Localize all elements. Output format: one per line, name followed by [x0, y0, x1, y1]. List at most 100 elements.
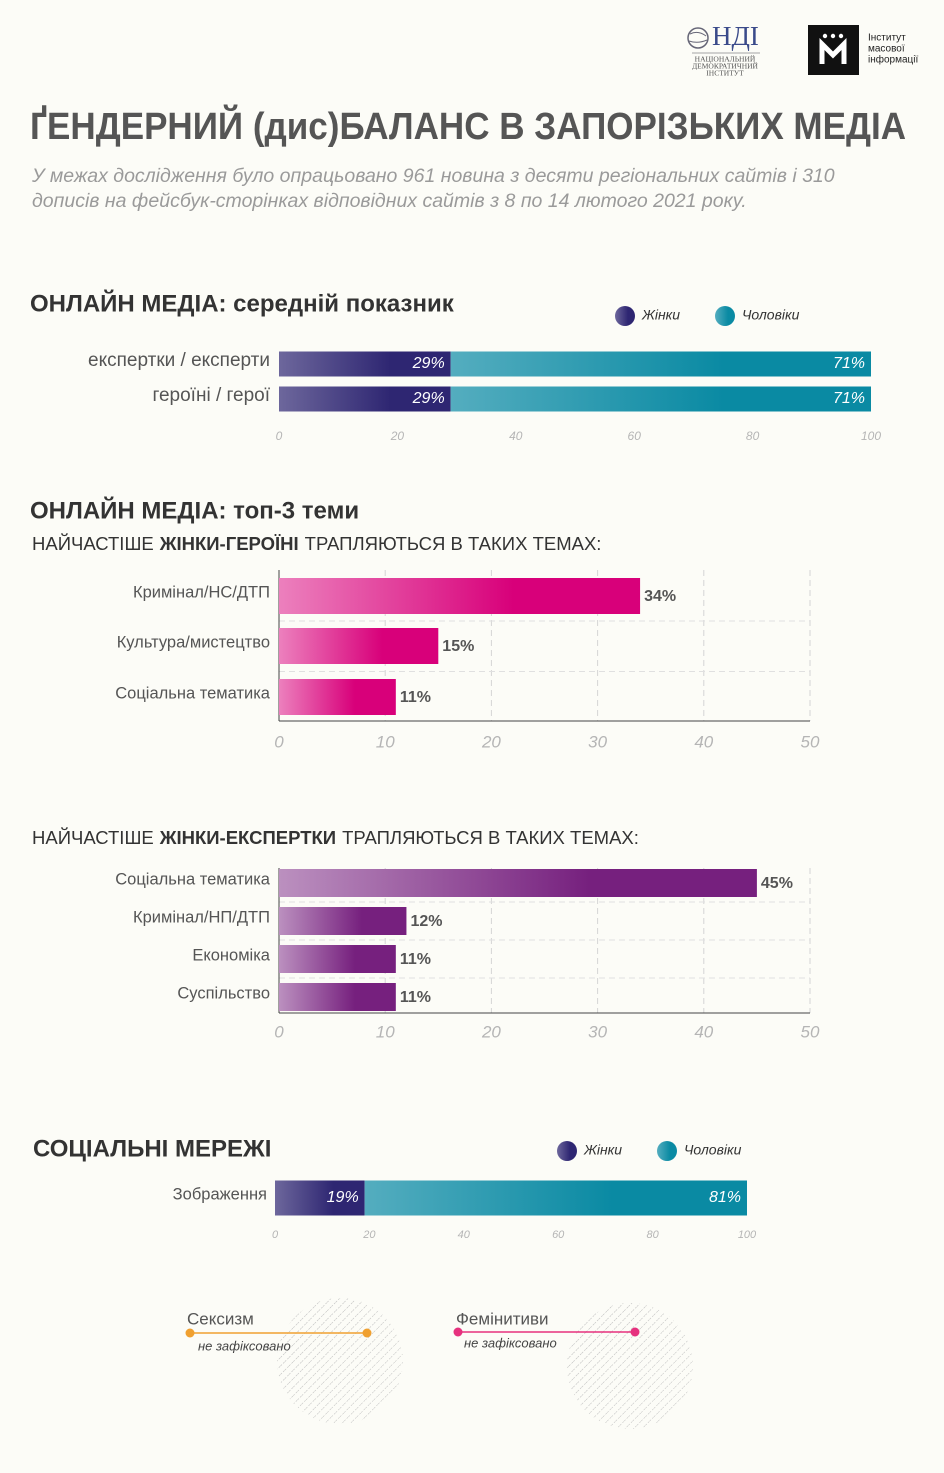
x-tick-label: 60: [552, 1229, 565, 1241]
value-label: 12%: [410, 913, 442, 930]
legend-marker: [715, 306, 735, 326]
ndi-name: НАЦІОНАЛЬНИЙ: [695, 55, 756, 64]
x-tick-label: 40: [694, 1022, 713, 1041]
x-tick-label: 40: [694, 732, 713, 751]
x-tick-label: 80: [746, 429, 760, 443]
bar: [279, 578, 641, 614]
legend-label: Жінки: [641, 307, 680, 323]
x-tick-label: 20: [481, 1022, 501, 1041]
legend-marker: [657, 1141, 677, 1161]
ndi-abbr: НДІ: [712, 21, 759, 51]
category-label: Кримінал/НС/ДТП: [133, 583, 270, 601]
bar-segment: [364, 1180, 747, 1216]
x-tick-label: 80: [646, 1229, 659, 1241]
bar: [279, 983, 396, 1011]
category-label: Соціальна тематика: [115, 684, 271, 702]
subtitle-part: ЖІНКИ-ГЕРОЇНІ: [159, 533, 299, 554]
x-tick-label: 30: [588, 732, 607, 751]
ndi-name: ДЕМОКРАТИЧНИЙ: [692, 62, 758, 71]
x-tick-label: 40: [458, 1229, 471, 1241]
x-tick-label: 50: [801, 1022, 820, 1041]
chart-subtitle: НАЙЧАСТІШЕ ЖІНКИ-ЕКСПЕРТКИ ТРАПЛЯЮТЬСЯ В Т…: [32, 827, 639, 848]
bar-segment: [279, 386, 451, 412]
x-tick-label: 20: [481, 732, 501, 751]
subtitle-part: НАЙЧАСТІШЕ: [32, 827, 154, 848]
value-label: 29%: [412, 355, 445, 372]
x-tick-label: 50: [801, 732, 820, 751]
ndi-logo: НДІ НАЦІОНАЛЬНИЙ ДЕМОКРАТИЧНИЙ ІНСТИТУТ: [687, 21, 760, 78]
category-label: Зображення: [173, 1185, 267, 1203]
category-label: Кримінал/НП/ДТП: [133, 908, 270, 926]
chart-title: ОНЛАЙН МЕДІА: середній показник: [30, 289, 455, 317]
x-tick-label: 20: [362, 1229, 376, 1241]
imi-m: [819, 37, 847, 64]
subtitle-part: ЖІНКИ-ЕКСПЕРТКИ: [159, 827, 336, 848]
subtitle-part: ТРАПЛЯЮТЬСЯ В ТАКИХ ТЕМАХ:: [305, 533, 602, 554]
value-label: 11%: [400, 951, 431, 968]
x-tick-label: 10: [376, 1022, 395, 1041]
value-label: 15%: [442, 638, 474, 655]
hatched-circle: [277, 1298, 403, 1424]
value-label: 11%: [400, 989, 431, 1006]
globe-icon: [687, 27, 709, 49]
value-label: 81%: [709, 1189, 741, 1206]
value-label: 45%: [761, 875, 793, 892]
bar: [279, 945, 396, 973]
page-subtitle: У межах дослідження було опрацьовано 961…: [32, 165, 835, 212]
subtitle-part: ТРАПЛЯЮТЬСЯ В ТАКИХ ТЕМАХ:: [342, 827, 639, 848]
globe-lines: [688, 31, 708, 43]
x-tick-label: 0: [276, 429, 283, 443]
value-label: 29%: [412, 390, 445, 407]
bar: [279, 869, 757, 897]
imi-dot: [838, 33, 844, 39]
chart-subtitle: НАЙЧАСТІШЕ ЖІНКИ-ГЕРОЇНІ ТРАПЛЯЮТЬСЯ В ТАК…: [32, 533, 601, 554]
x-tick-label: 0: [274, 1022, 284, 1041]
value-label: 34%: [644, 588, 676, 605]
x-tick-label: 10: [376, 732, 395, 751]
value-label: 19%: [327, 1189, 359, 1206]
value-label: 71%: [833, 390, 865, 407]
category-label: Культура/мистецтво: [117, 633, 270, 651]
indicator-label: Фемінитиви: [456, 1309, 549, 1328]
indicator-label: Сексизм: [187, 1309, 254, 1328]
bar-segment: [275, 1180, 365, 1216]
legend-label: Чоловіки: [684, 1142, 742, 1158]
legend-label: Жінки: [583, 1142, 622, 1158]
bar-segment: [279, 351, 451, 377]
value-label: 11%: [400, 689, 431, 706]
category-label: Економіка: [192, 946, 270, 964]
x-tick-label: 0: [274, 732, 284, 751]
x-tick-label: 30: [588, 1022, 607, 1041]
imi-dot: [830, 33, 836, 39]
legend-marker: [615, 306, 635, 326]
indicator-dot: [453, 1327, 463, 1337]
imi-dot: [822, 33, 828, 39]
indicator-status: не зафіксовано: [464, 1335, 557, 1350]
value-label: 71%: [833, 355, 865, 372]
indicator-status: не зафіксовано: [198, 1338, 291, 1353]
category-label: героїні / герої: [152, 385, 270, 406]
imi-name: Інститут: [868, 33, 906, 44]
x-tick-label: 20: [390, 429, 405, 443]
bar-segment: [450, 351, 871, 377]
indicator-dot: [362, 1328, 372, 1338]
legend-marker: [557, 1141, 577, 1161]
bar: [279, 628, 439, 664]
x-tick-label: 60: [628, 429, 642, 443]
x-tick-label: 100: [861, 429, 881, 443]
x-tick-label: 0: [272, 1229, 279, 1241]
category-label: Суспільство: [177, 984, 270, 1002]
bar: [279, 679, 396, 715]
legend-label: Чоловіки: [742, 307, 800, 323]
imi-name: масової: [868, 44, 905, 55]
category-label: Соціальна тематика: [115, 870, 271, 888]
indicator-dot: [185, 1328, 195, 1338]
bar: [279, 907, 407, 935]
imi-name: інформації: [868, 54, 918, 66]
imi-logo: Інститут масової інформації: [808, 25, 918, 75]
ndi-name: ІНСТИТУТ: [706, 69, 744, 78]
bar-segment: [450, 386, 871, 412]
